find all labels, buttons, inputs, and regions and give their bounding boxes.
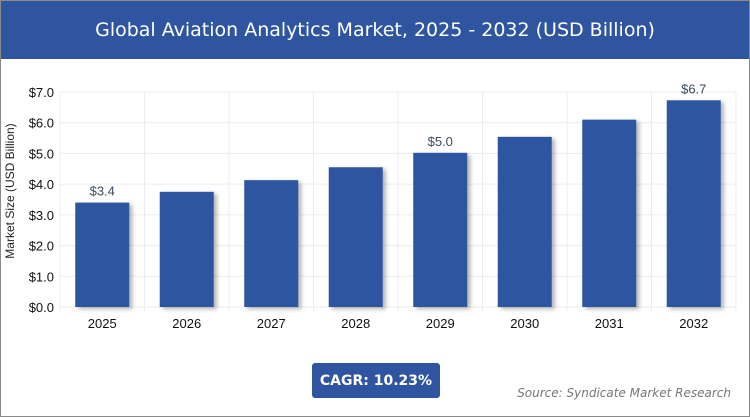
data-label: $3.4 [90,184,115,199]
bar-2027 [244,180,299,307]
y-tick-label: $2.0 [29,239,54,254]
bar-2025 [75,202,130,307]
y-axis-label: Market Size (USD Billion) [3,123,17,258]
bar-2028 [328,167,383,307]
x-tick-label: 2026 [172,316,201,331]
bar-2030 [497,136,552,307]
y-tick-label: $4.0 [29,177,54,192]
data-label: $5.0 [428,134,453,149]
x-tick-label: 2031 [595,316,624,331]
cagr-badge: CAGR: 10.23% [312,363,440,398]
data-label: $6.7 [681,81,706,96]
bar-2031 [582,119,637,308]
chart-title: Global Aviation Analytics Market, 2025 -… [1,1,749,59]
y-tick-label: $7.0 [29,85,54,100]
source-note: Source: Syndicate Market Research [517,386,731,400]
x-tick-label: 2032 [679,316,708,331]
y-tick-label: $6.0 [29,116,54,131]
x-tick-label: 2029 [426,316,455,331]
x-tick-label: 2027 [257,316,286,331]
x-tick-label: 2025 [88,316,117,331]
y-tick-label: $3.0 [29,208,54,223]
y-tick-label: $0.0 [29,300,54,315]
x-tick-label: 2028 [341,316,370,331]
x-tick-label: 2030 [510,316,539,331]
y-tick-label: $1.0 [29,269,54,284]
bar-2026 [159,191,214,307]
bar-2032 [666,100,721,308]
y-tick-label: $5.0 [29,146,54,161]
bar-chart: $0.0 $1.0 $2.0 $3.0 $4.0 $5.0 $6.0 $7.0 2025 $3.4… [3,81,737,331]
bar-2029 [413,152,468,307]
